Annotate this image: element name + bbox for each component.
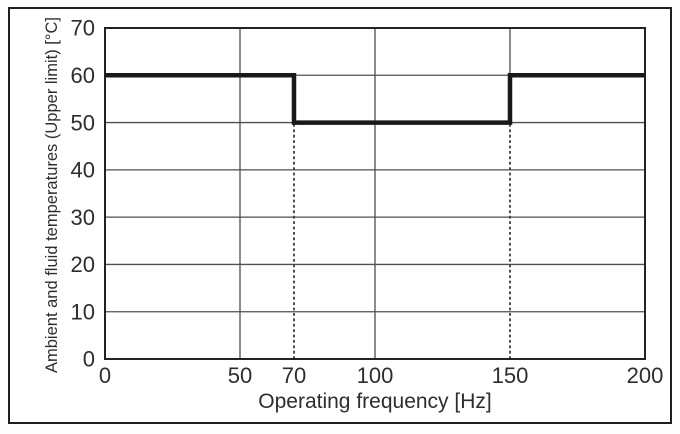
x-tick-label-100: 100 <box>357 363 394 388</box>
y-tick-label-70: 70 <box>71 16 95 41</box>
plot-border <box>104 27 646 360</box>
x-tick-label-150: 150 <box>492 363 529 388</box>
y-axis-title: Ambient and fluid temperatures (Upper li… <box>43 17 61 373</box>
y-tick-label-40: 40 <box>71 158 95 183</box>
y-tick-label-60: 60 <box>71 63 95 88</box>
y-tick-label-20: 20 <box>71 252 95 277</box>
y-tick-label-30: 30 <box>71 205 95 230</box>
x-tick-label-0: 0 <box>99 363 111 388</box>
series-upper-temperature-limit <box>105 73 645 125</box>
x-axis-title: Operating frequency [Hz] <box>258 390 492 413</box>
x-tick-label-70: 70 <box>282 363 306 388</box>
x-tick-label-200: 200 <box>627 363 664 388</box>
y-tick-label-0: 0 <box>83 347 95 372</box>
y-tick-label-50: 50 <box>71 110 95 135</box>
x-tick-label-50: 50 <box>228 363 252 388</box>
y-tick-label-10: 10 <box>71 299 95 324</box>
